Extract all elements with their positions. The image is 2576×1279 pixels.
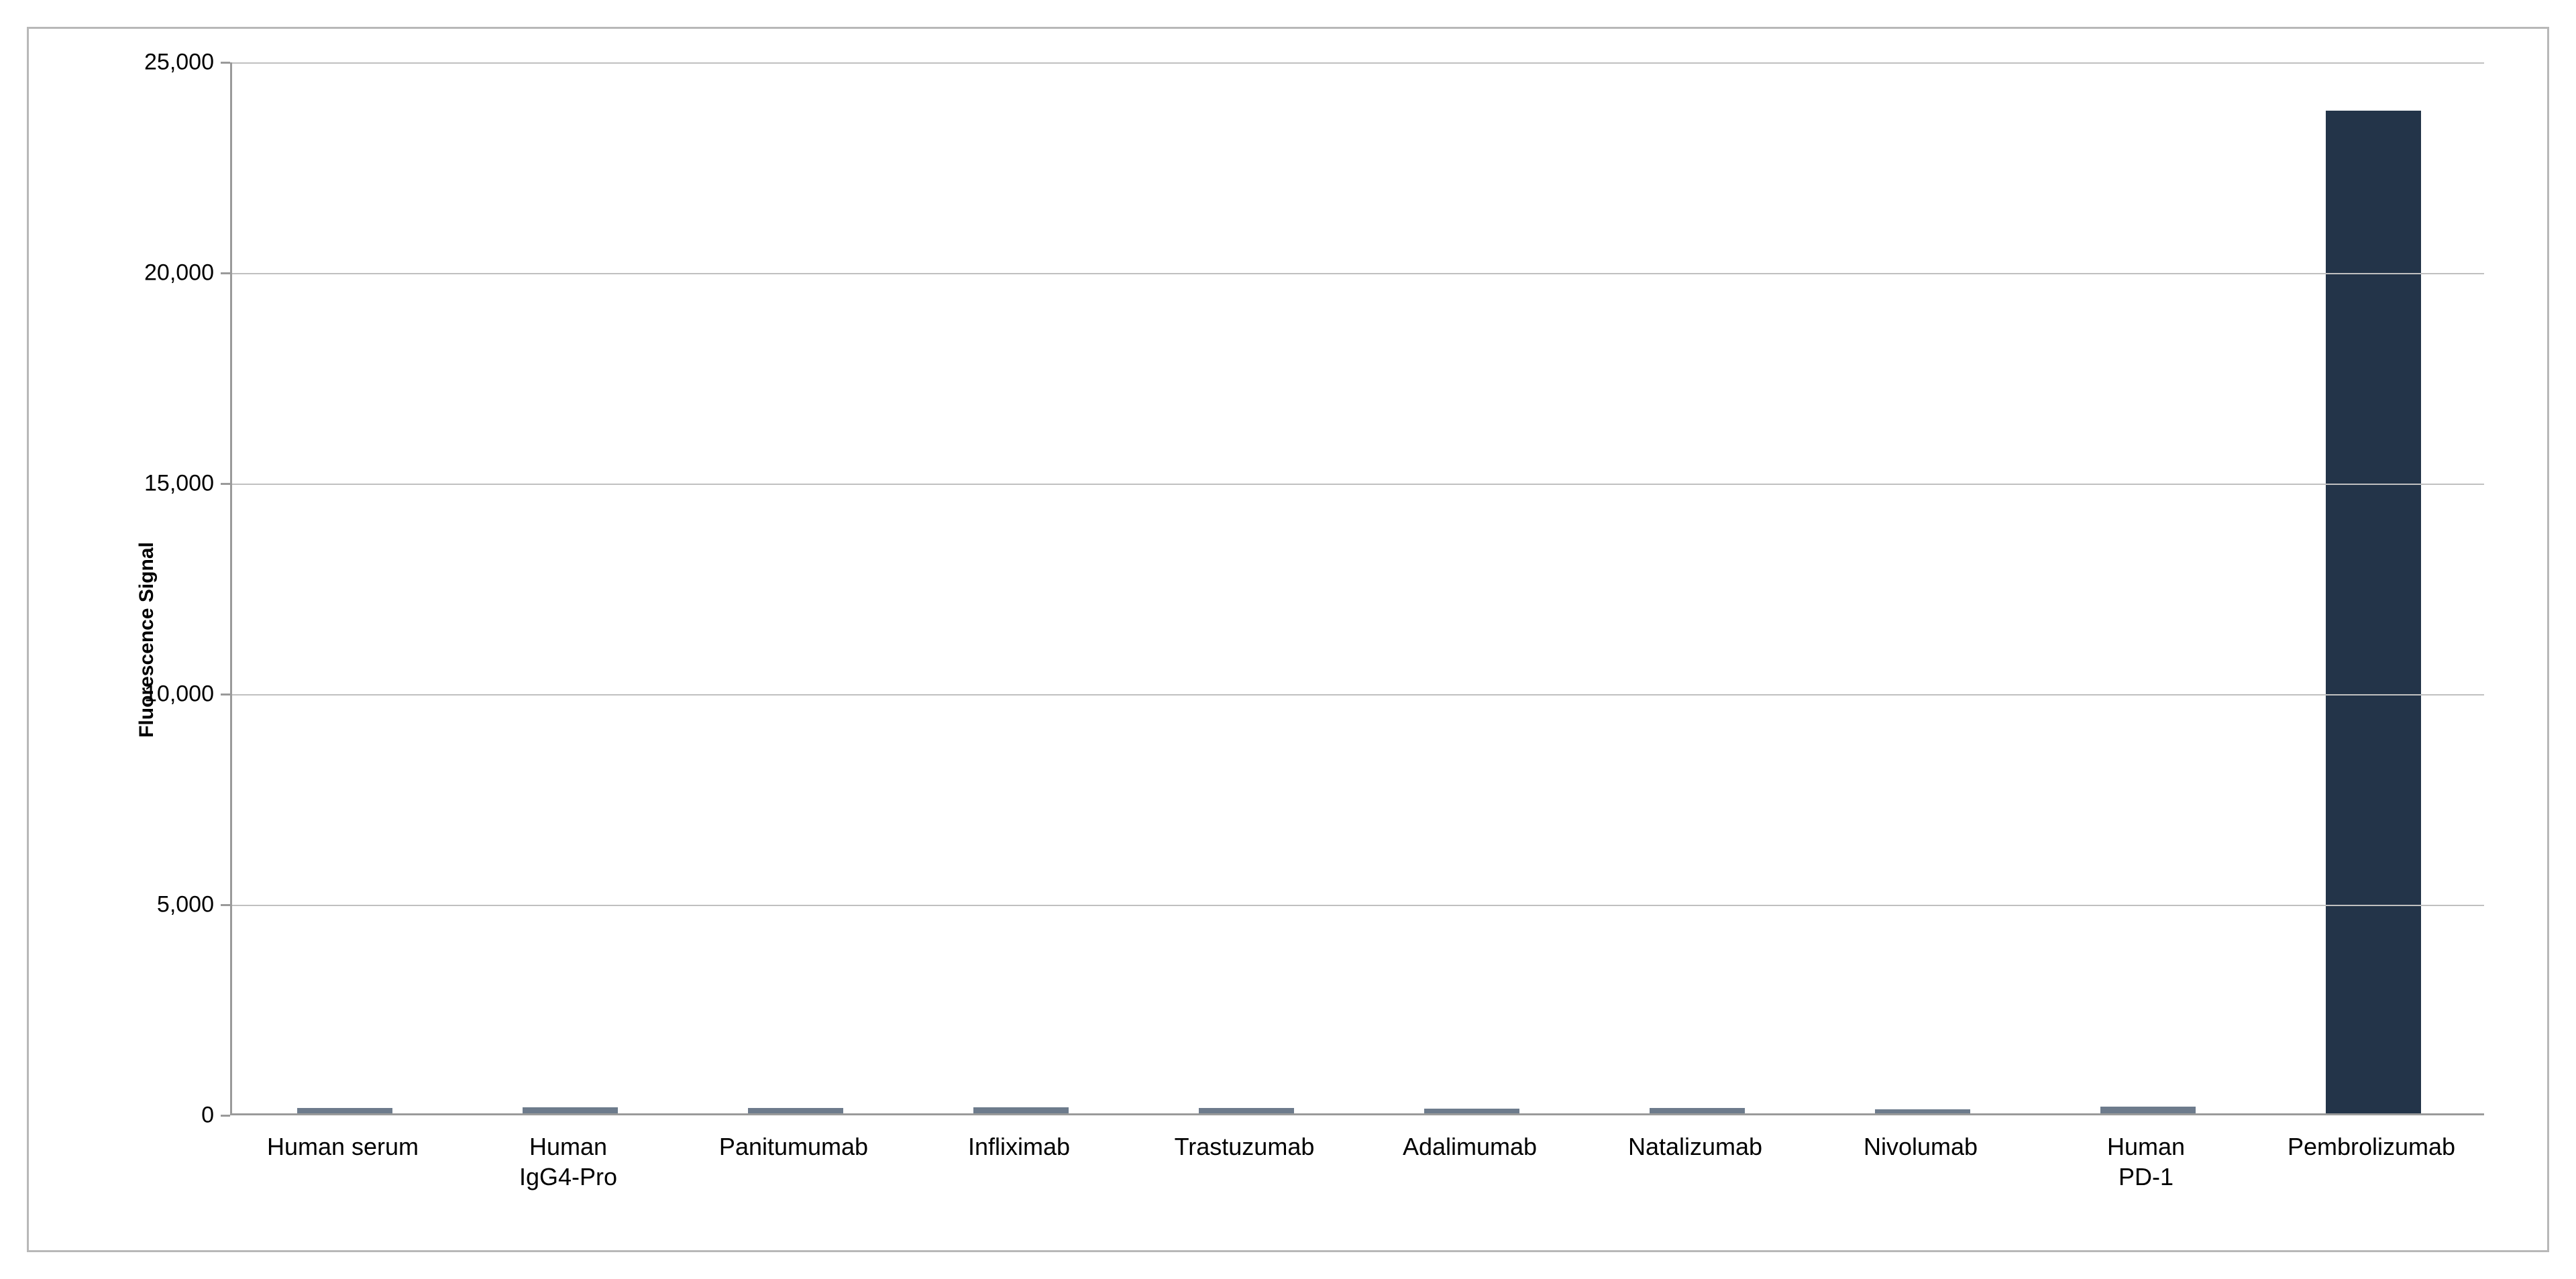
gridline (232, 694, 2484, 696)
gridline (232, 62, 2484, 64)
chart-container: Fluorescence Signal Human serumHumanIgG4… (27, 27, 2549, 1252)
x-axis-labels: Human serumHumanIgG4-ProPanitumumabInfli… (230, 1131, 2484, 1239)
x-tick-label: HumanIgG4-Pro (458, 1131, 678, 1192)
y-tick-mark (221, 693, 230, 696)
y-axis-label: Fluorescence Signal (136, 542, 158, 738)
bar (973, 1107, 1068, 1113)
y-tick-label: 5,000 (29, 892, 214, 918)
bar (2326, 111, 2420, 1113)
bar (523, 1107, 617, 1113)
bar (2100, 1107, 2195, 1113)
bar (748, 1108, 843, 1113)
y-tick-label: 0 (29, 1103, 214, 1129)
y-tick-label: 25,000 (29, 50, 214, 76)
gridline (232, 273, 2484, 274)
y-tick-label: 20,000 (29, 260, 214, 286)
y-tick-mark (221, 483, 230, 485)
x-tick-label: Adalimumab (1359, 1131, 1580, 1162)
bar (1875, 1109, 1970, 1113)
x-tick-label: HumanPD-1 (2035, 1131, 2256, 1192)
x-tick-label: Human serum (232, 1131, 453, 1162)
y-tick-mark (221, 1115, 230, 1117)
bars-layer (232, 62, 2484, 1113)
bar (297, 1108, 392, 1113)
y-tick-mark (221, 62, 230, 64)
y-tick-label: 15,000 (29, 471, 214, 497)
x-tick-label: Pembrolizumab (2261, 1131, 2481, 1162)
x-tick-label: Panitumumab (683, 1131, 904, 1162)
y-tick-mark (221, 904, 230, 906)
x-tick-label: Natalizumab (1585, 1131, 1805, 1162)
gridline (232, 905, 2484, 906)
y-tick-mark (221, 272, 230, 274)
x-tick-label: Nivolumab (1810, 1131, 2031, 1162)
x-tick-label: Trastuzumab (1134, 1131, 1354, 1162)
plot-area (230, 62, 2484, 1115)
bar (1199, 1108, 1293, 1113)
bar (1650, 1108, 1744, 1113)
bar (1424, 1109, 1519, 1113)
y-axis-label-wrap: Fluorescence Signal (136, 542, 158, 738)
y-tick-label: 10,000 (29, 681, 214, 708)
gridline (232, 484, 2484, 485)
x-tick-label: Infliximab (908, 1131, 1129, 1162)
